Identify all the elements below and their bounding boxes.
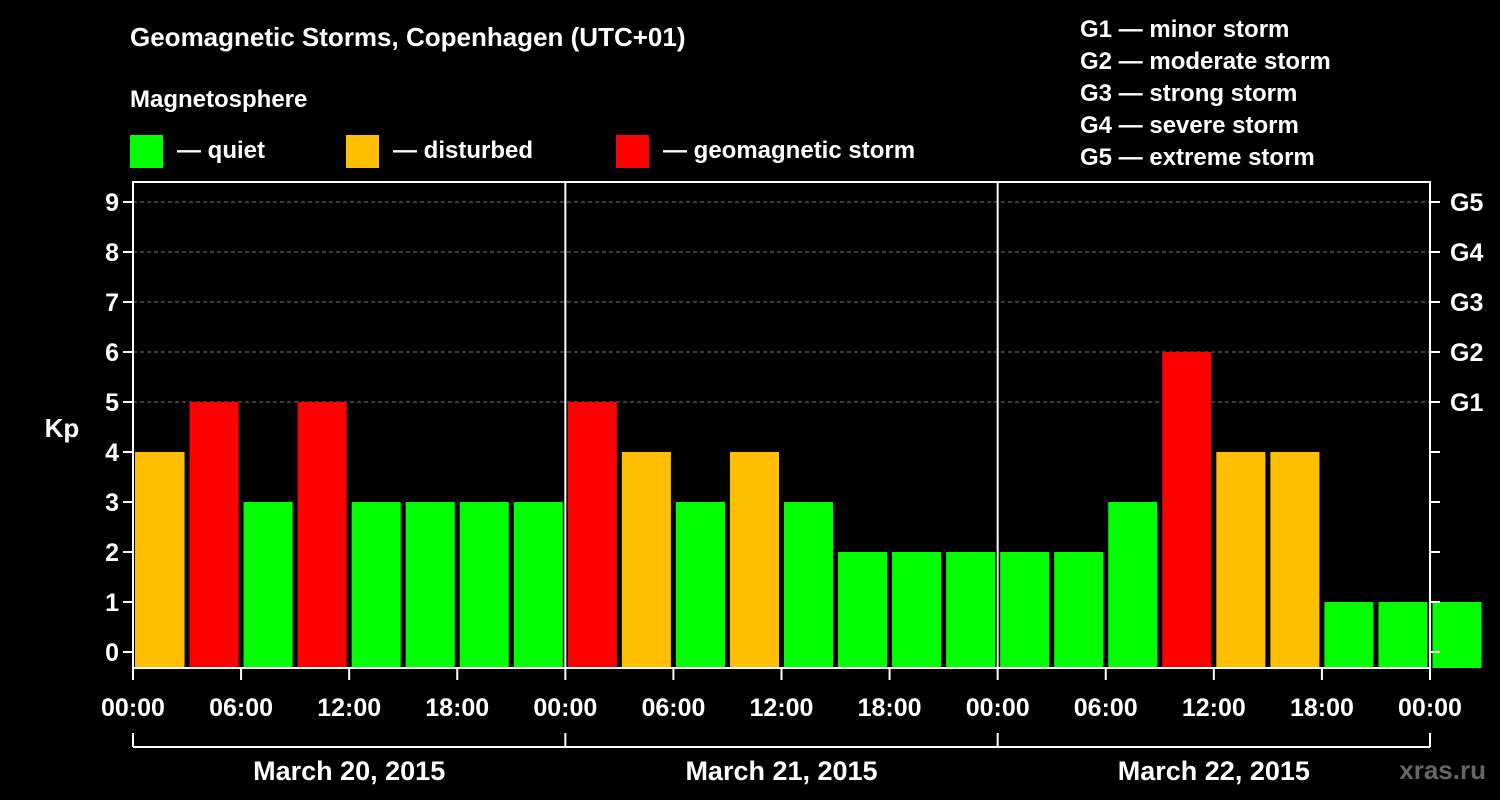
x-tick-label: 18:00 [425, 694, 489, 722]
y-tick-label: 5 [105, 389, 119, 417]
scale-g2: G2 — moderate storm [1080, 48, 1331, 75]
x-tick-label: 00:00 [966, 694, 1030, 722]
legend-item-quiet: — quiet [130, 134, 265, 168]
date-label: March 22, 2015 [1118, 756, 1310, 786]
y-tick-label: 6 [105, 339, 119, 367]
scale-g4: G4 — severe storm [1080, 112, 1299, 139]
kp-bar [784, 502, 834, 668]
kp-bar [135, 452, 185, 668]
kp-bar [1270, 452, 1320, 668]
y-tick-label: 2 [105, 539, 119, 567]
x-tick-label: 00:00 [533, 694, 597, 722]
y-axis-label: Kp [45, 413, 80, 443]
kp-bar [459, 502, 509, 668]
x-tick-label: 18:00 [858, 694, 922, 722]
disturbed-swatch [346, 134, 379, 168]
kp-bar [838, 552, 888, 668]
y-tick-label: 0 [105, 639, 119, 667]
kp-bar [189, 402, 239, 668]
scale-g5: G5 — extreme storm [1080, 144, 1315, 171]
date-label: March 21, 2015 [685, 756, 877, 786]
storm-level-label: G3 [1450, 289, 1483, 317]
storm-level-label: G2 [1450, 339, 1483, 367]
kp-bar [1324, 602, 1374, 668]
storm-swatch [616, 134, 649, 168]
x-tick-label: 12:00 [317, 694, 381, 722]
kp-bar [351, 502, 401, 668]
y-tick-label: 4 [105, 439, 119, 467]
kp-bar [243, 502, 293, 668]
kp-bar [1378, 602, 1428, 668]
x-tick-label: 06:00 [1074, 694, 1138, 722]
page-title: Geomagnetic Storms, Copenhagen (UTC+01) [130, 22, 686, 52]
kp-bar [946, 552, 996, 668]
kp-bar [1432, 602, 1482, 668]
x-tick-label: 18:00 [1290, 694, 1354, 722]
kp-bar [1216, 452, 1266, 668]
y-tick-label: 1 [105, 589, 119, 617]
legend-item-disturbed: — disturbed [346, 134, 533, 168]
kp-bar [297, 402, 347, 668]
scale-g3: G3 — strong storm [1080, 80, 1298, 107]
scale-g1: G1 — minor storm [1080, 16, 1290, 43]
legend-item-storm: — geomagnetic storm [616, 134, 915, 168]
watermark: xras.ru [1399, 755, 1486, 785]
storm-scale-list: G1 — minor storm G2 — moderate storm G3 … [1080, 14, 1331, 174]
y-tick-label: 8 [105, 239, 119, 267]
kp-bar [729, 452, 779, 668]
kp-bar [892, 552, 942, 668]
legend-label-quiet: — quiet [177, 137, 265, 164]
kp-bar [1162, 352, 1212, 668]
kp-bar [1054, 552, 1104, 668]
storm-level-label: G4 [1450, 239, 1483, 267]
magnetosphere-label: Magnetosphere [130, 86, 308, 113]
kp-bar [675, 502, 725, 668]
kp-bar [1108, 502, 1158, 668]
x-tick-label: 12:00 [750, 694, 814, 722]
kp-bar [1000, 552, 1050, 668]
legend-label-storm: — geomagnetic storm [663, 137, 916, 164]
legend-label-disturbed: — disturbed [393, 137, 534, 164]
x-tick-label: 06:00 [641, 694, 705, 722]
y-tick-label: 7 [105, 289, 119, 317]
y-tick-label: 3 [105, 489, 119, 517]
y-tick-label: 9 [105, 189, 119, 217]
storm-level-label: G1 [1450, 389, 1483, 417]
storm-level-label: G5 [1450, 189, 1483, 217]
x-tick-label: 06:00 [209, 694, 273, 722]
kp-bar [405, 502, 455, 668]
x-tick-label: 00:00 [1398, 694, 1462, 722]
quiet-swatch [130, 134, 163, 168]
kp-bar [513, 502, 563, 668]
x-tick-label: 00:00 [101, 694, 165, 722]
x-tick-label: 12:00 [1182, 694, 1246, 722]
date-label: March 20, 2015 [253, 756, 445, 786]
kp-bar [567, 402, 617, 668]
kp-bar [621, 452, 671, 668]
